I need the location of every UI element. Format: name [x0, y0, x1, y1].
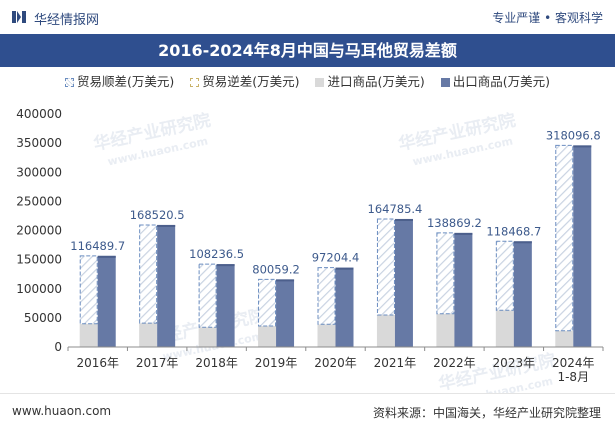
surplus-bar [436, 232, 455, 315]
y-tick-label: 300000 [16, 165, 62, 179]
import-bar [139, 323, 158, 347]
chart-title: 2016-2024年8月中国与马耳他贸易差额 [0, 34, 615, 67]
legend-swatch-export [440, 78, 450, 87]
y-tick-label: 250000 [16, 194, 62, 208]
x-tick-label: 2016年 [76, 356, 119, 370]
export-bar [97, 255, 116, 347]
legend-swatch-surplus [64, 78, 74, 87]
x-tick-label: 2024年 [552, 356, 595, 370]
surplus-bar [495, 240, 514, 311]
legend-item-import: 进口商品(万美元) [315, 71, 425, 90]
surplus-bar [198, 263, 217, 328]
legend-item-surplus: 贸易顺差(万美元) [64, 71, 175, 90]
export-bar-cap [394, 218, 413, 221]
x-axis: 2016年 2017年 2018年 2019年 2020年 2021年 2022年 2023年… [67, 346, 604, 384]
huajing-logo-icon [12, 11, 26, 23]
export-bar [454, 232, 473, 347]
export-bar [394, 218, 413, 347]
surplus-bar [79, 255, 98, 325]
y-tick-label: 0 [54, 340, 62, 354]
export-bar-cap [216, 264, 235, 267]
x-tick-label: 2019年 [255, 356, 298, 370]
x-tick-label: 2022年 [433, 356, 476, 370]
y-axis: 0 50000 100000 150000 200000 250000 300000 3500… [16, 107, 62, 354]
export-bar-cap [97, 255, 116, 258]
export-bar [335, 267, 354, 347]
data-label: 138869.2 [427, 216, 482, 230]
top-bar: 华经情报网 专业严谨 • 客观科学 [0, 0, 615, 34]
export-bar-cap [335, 267, 354, 270]
brand-name: 华经情报网 [34, 13, 100, 28]
bars: 116489.7 168520.5 108236.5 80059.2 97204.4 16… [70, 128, 601, 347]
data-label: 80059.2 [252, 262, 300, 276]
import-bar [79, 323, 98, 347]
legend-label-deficit: 贸易逆差(万美元) [202, 74, 300, 89]
y-tick-label: 150000 [16, 253, 62, 267]
export-bar [216, 264, 235, 347]
export-bar [276, 279, 295, 347]
data-label: 108236.5 [189, 247, 244, 261]
data-label: 97204.4 [312, 251, 360, 265]
footer-source: 资料来源：中国海关，华经产业研究院整理 [372, 406, 601, 420]
legend-item-deficit: 贸易逆差(万美元) [190, 71, 300, 90]
legend: 贸易顺差(万美元) 贸易逆差(万美元) 进口商品(万美元) 出口商品(万美元) [0, 71, 615, 91]
legend-item-export: 出口商品(万美元) [440, 71, 550, 90]
legend-label-import: 进口商品(万美元) [327, 74, 425, 89]
import-bar [258, 326, 277, 347]
surplus-bar [555, 144, 574, 332]
x-tick-label: 2023年 [493, 356, 536, 370]
y-tick-label: 350000 [16, 136, 62, 150]
export-bar-cap [513, 241, 532, 244]
export-bar [513, 241, 532, 347]
legend-swatch-deficit [190, 78, 200, 87]
data-label: 164785.4 [368, 202, 423, 216]
export-bar-cap [157, 224, 176, 227]
x-tick-label: 2020年 [314, 356, 357, 370]
import-bar [317, 324, 336, 347]
x-tick-label: 1-8月 [557, 370, 589, 384]
surplus-bar [258, 278, 277, 327]
footer-site: www.huaon.com [12, 404, 112, 418]
legend-label-surplus: 贸易顺差(万美元) [76, 74, 175, 89]
export-bar [157, 224, 176, 347]
export-bar-cap [454, 232, 473, 235]
import-bar [436, 313, 455, 347]
y-tick-label: 50000 [24, 311, 62, 325]
x-tick-label: 2017年 [136, 356, 179, 370]
data-label: 118468.7 [486, 224, 541, 238]
import-bar [376, 314, 395, 347]
surplus-bar [376, 218, 395, 316]
import-bar [555, 330, 574, 347]
import-bar [495, 310, 514, 347]
footer: www.huaon.com 资料来源：中国海关，华经产业研究院整理 [0, 393, 615, 428]
y-tick-label: 100000 [16, 282, 62, 296]
export-bar-cap [573, 145, 592, 148]
y-tick-label: 200000 [16, 224, 62, 238]
surplus-bar [317, 267, 336, 325]
y-tick-label: 400000 [16, 107, 62, 121]
export-bar [573, 145, 592, 347]
x-tick-label: 2021年 [374, 356, 417, 370]
legend-swatch-import [315, 78, 325, 87]
import-bar [198, 327, 217, 347]
data-label: 168520.5 [130, 208, 185, 222]
data-label: 116489.7 [70, 239, 125, 253]
x-tick-label: 2018年 [195, 356, 238, 370]
legend-label-export: 出口商品(万美元) [452, 74, 550, 89]
export-bar-cap [276, 279, 295, 282]
data-label: 318096.8 [546, 128, 601, 142]
slogan: 专业严谨 • 客观科学 [492, 11, 603, 25]
surplus-bar [139, 224, 158, 324]
